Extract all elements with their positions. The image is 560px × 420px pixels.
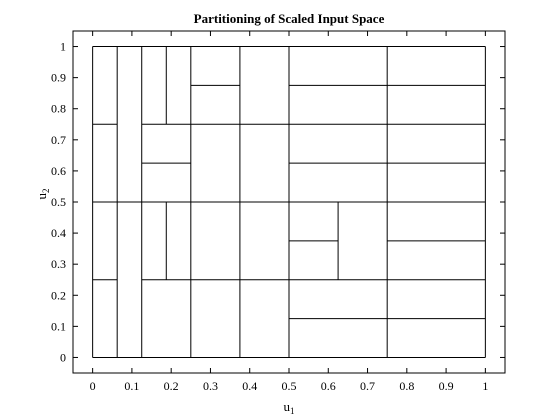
y-tick-label: 0.8 bbox=[51, 102, 66, 116]
x-tick-label: 0.3 bbox=[203, 379, 218, 393]
chart-title: Partitioning of Scaled Input Space bbox=[194, 11, 385, 26]
partition-cells bbox=[92, 46, 486, 358]
y-axis-label-base: u bbox=[34, 193, 49, 200]
x-tick-label: 0.5 bbox=[282, 379, 297, 393]
y-tick-label: 0 bbox=[60, 350, 66, 364]
x-axis-ticks: 0 0.1 0.2 0.3 0.4 0.5 0.6 0.7 0.8 0.9 1 bbox=[90, 31, 488, 393]
x-tick-label: 0.7 bbox=[360, 379, 375, 393]
x-tick-label: 0.4 bbox=[242, 379, 257, 393]
y-tick-label: 0.2 bbox=[51, 288, 66, 302]
x-axis-label: u1 bbox=[284, 399, 295, 416]
x-tick-label: 0.8 bbox=[399, 379, 414, 393]
x-tick-label: 0.2 bbox=[164, 379, 179, 393]
y-tick-label: 1 bbox=[60, 40, 66, 54]
x-tick-label: 0.1 bbox=[124, 379, 139, 393]
y-tick-label: 0.3 bbox=[51, 257, 66, 271]
y-axis-label-subscript: 2 bbox=[41, 189, 51, 194]
y-tick-label: 0.7 bbox=[51, 133, 66, 147]
x-axis-label-subscript: 1 bbox=[290, 406, 295, 416]
y-tick-label: 0.9 bbox=[51, 71, 66, 85]
x-tick-label: 0 bbox=[90, 379, 96, 393]
x-tick-label: 1 bbox=[482, 379, 488, 393]
y-axis-label: u2 bbox=[34, 189, 51, 200]
x-axis-label-base: u bbox=[284, 399, 291, 414]
y-axis-ticks: 0 0.1 0.2 0.3 0.4 0.5 0.6 0.7 0.8 0.9 1 bbox=[51, 40, 505, 364]
y-tick-label: 0.4 bbox=[51, 226, 66, 240]
y-tick-label: 0.1 bbox=[51, 319, 66, 333]
y-tick-label: 0.6 bbox=[51, 164, 66, 178]
x-tick-label: 0.6 bbox=[321, 379, 336, 393]
x-tick-label: 0.9 bbox=[439, 379, 454, 393]
y-tick-label: 0.5 bbox=[51, 195, 66, 209]
